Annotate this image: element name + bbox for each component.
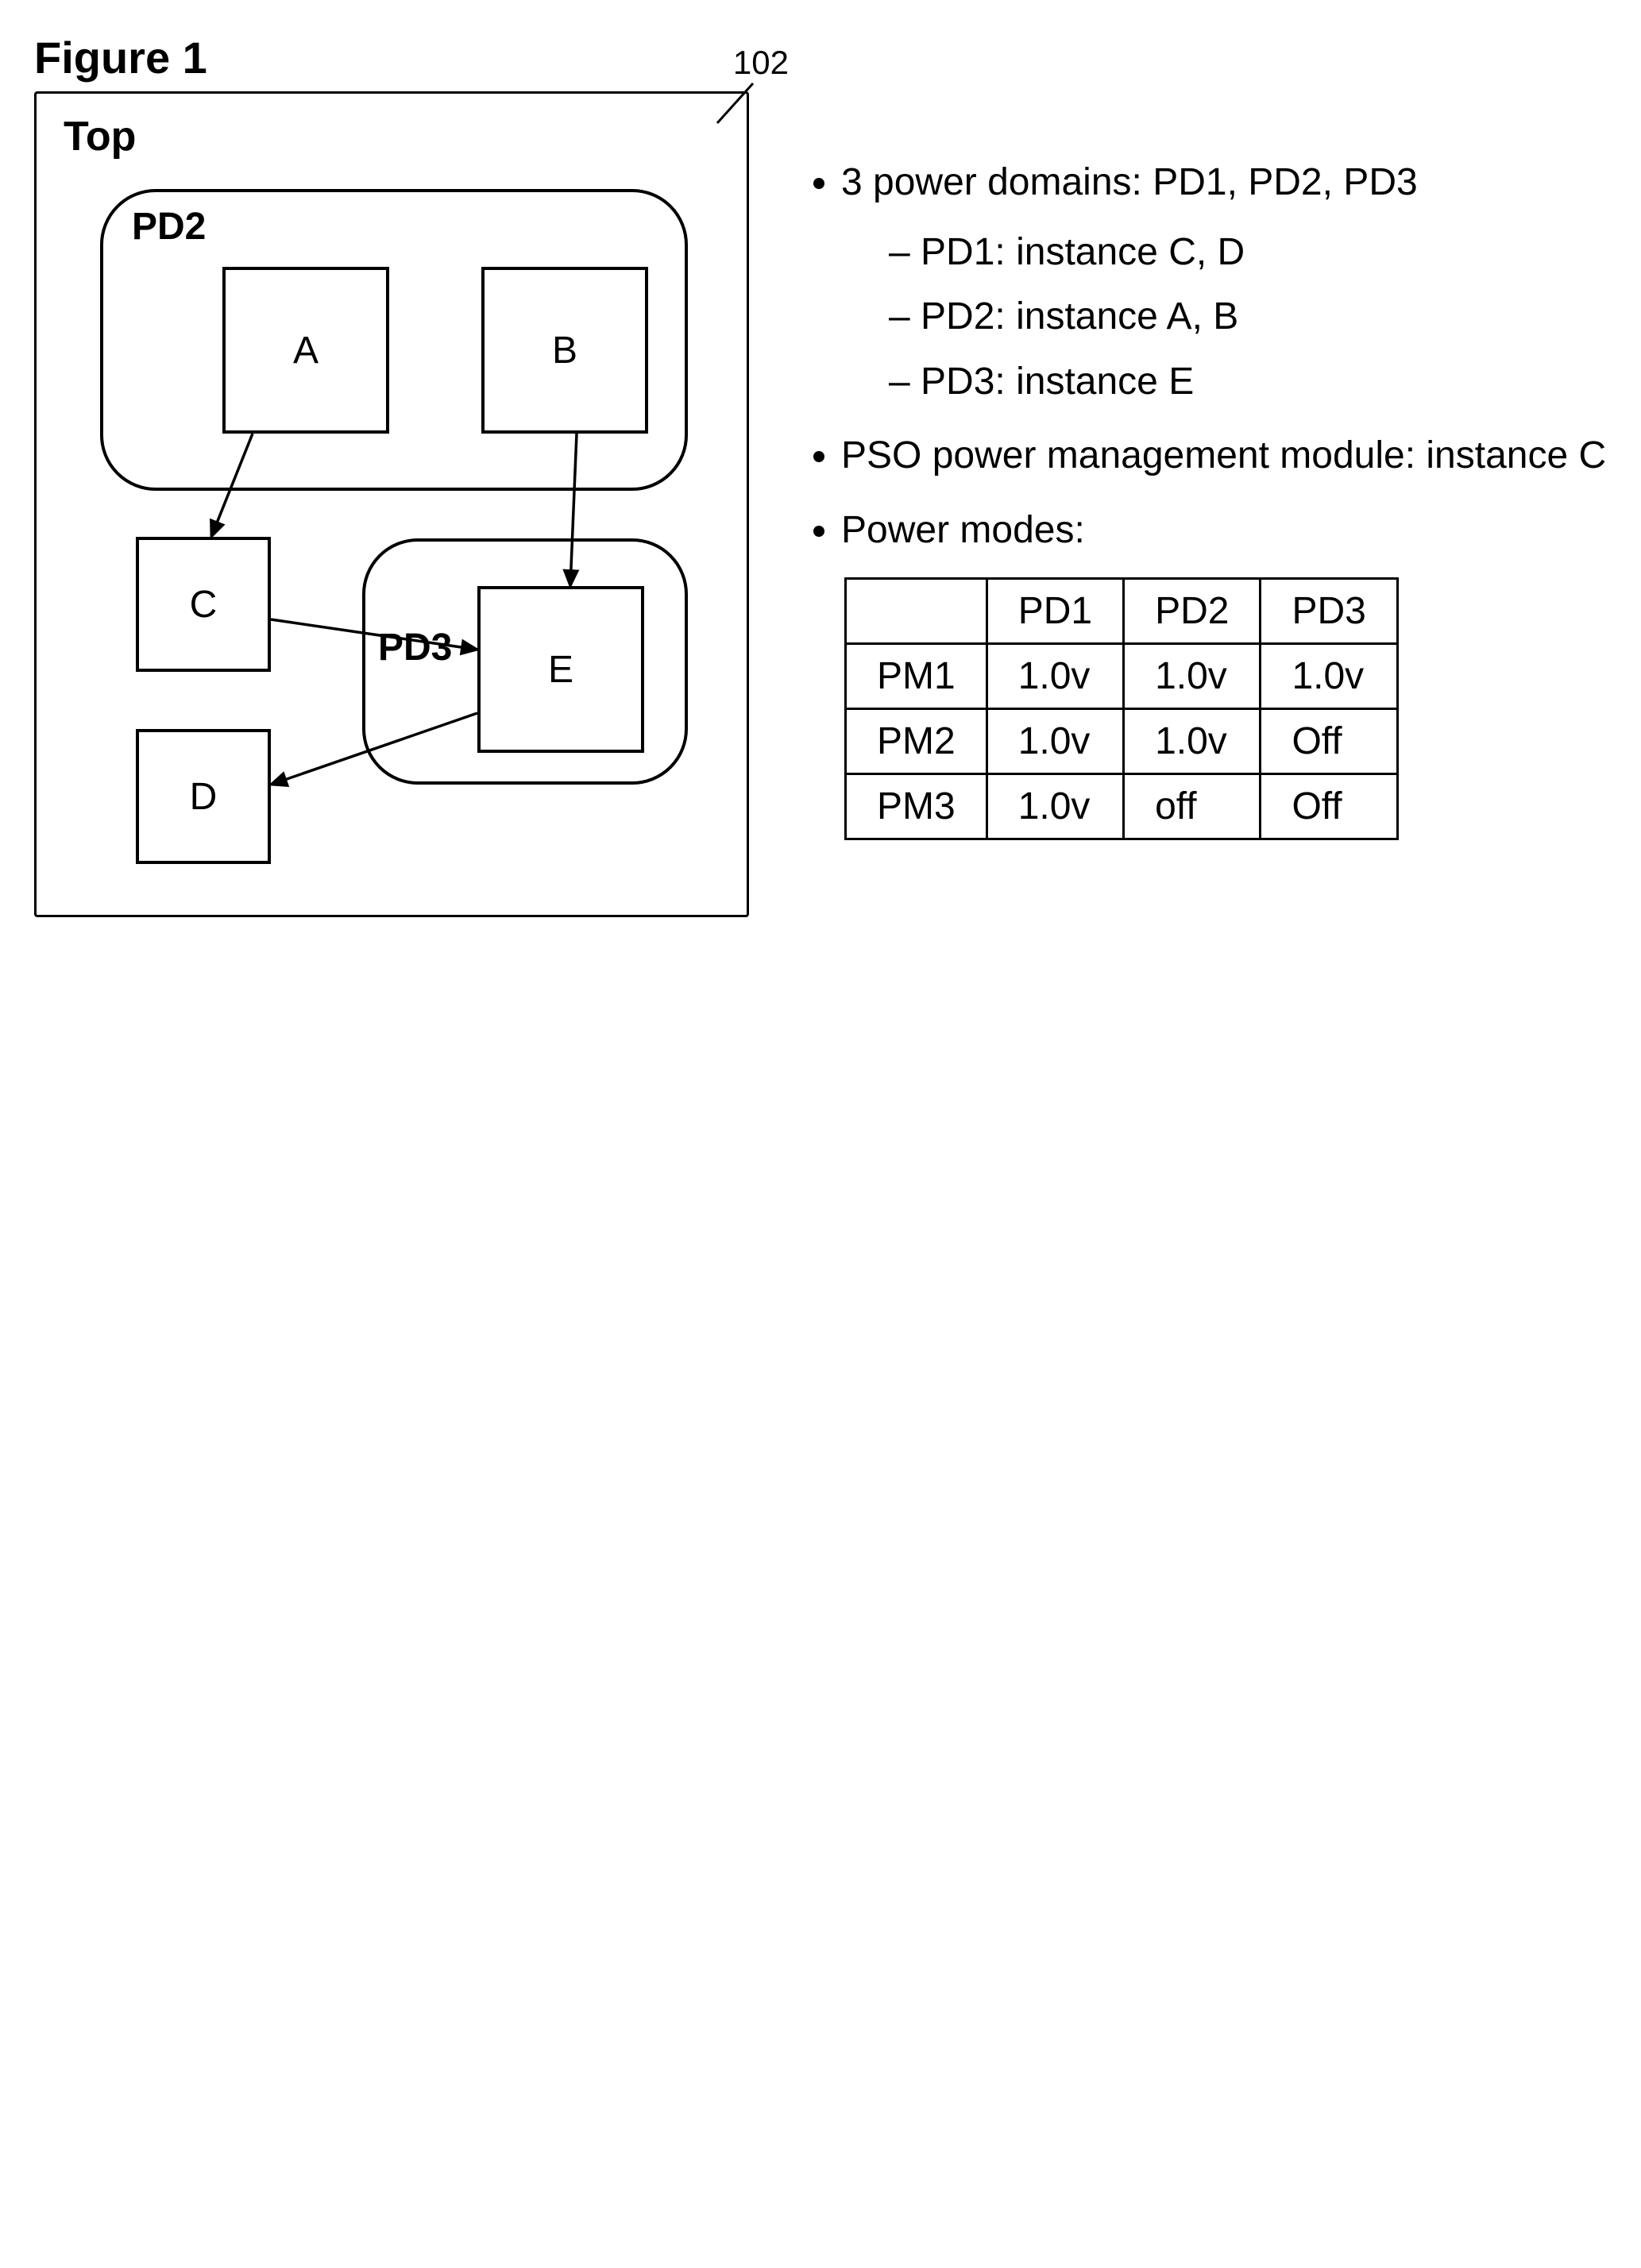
pd3-label: PD3 — [378, 626, 452, 669]
table-cell: Off — [1261, 773, 1397, 839]
bullet-pso: PSO power management module: instance C — [841, 428, 1607, 484]
sub-pd2: PD2: instance A, B — [889, 289, 1607, 345]
table-row: PM1 1.0v 1.0v 1.0v — [846, 643, 1398, 708]
table-cell: PM1 — [846, 643, 987, 708]
table-header: PD3 — [1261, 578, 1397, 643]
sub-pd1: PD1: instance C, D — [889, 225, 1607, 280]
block-d: D — [136, 729, 271, 864]
bullet3-text: Power modes: — [841, 509, 1085, 551]
table-cell: Off — [1261, 708, 1397, 773]
bullet-power-domains: 3 power domains: PD1, PD2, PD3 PD1: inst… — [841, 155, 1607, 409]
table-header: PD1 — [987, 578, 1123, 643]
block-b: B — [481, 267, 648, 434]
block-a: A — [222, 267, 389, 434]
bullet-power-modes: Power modes: — [841, 503, 1607, 558]
table-cell: off — [1124, 773, 1261, 839]
table-header — [846, 578, 987, 643]
table-cell: 1.0v — [1261, 643, 1397, 708]
power-modes-table: PD1 PD2 PD3 PM1 1.0v 1.0v 1.0v PM2 1.0v — [844, 577, 1399, 840]
table-header: PD2 — [1124, 578, 1261, 643]
description-panel: 3 power domains: PD1, PD2, PD3 PD1: inst… — [797, 91, 1607, 840]
block-c: C — [136, 537, 271, 672]
pd2-label: PD2 — [132, 205, 206, 249]
table-row: PM2 1.0v 1.0v Off — [846, 708, 1398, 773]
figure-title: Figure 1 — [34, 32, 1607, 83]
sub-pd3: PD3: instance E — [889, 354, 1607, 410]
table-cell: PM2 — [846, 708, 987, 773]
table-cell: 1.0v — [987, 708, 1123, 773]
table-header-row: PD1 PD2 PD3 — [846, 578, 1398, 643]
table-row: PM3 1.0v off Off — [846, 773, 1398, 839]
bullet1-text: 3 power domains: PD1, PD2, PD3 — [841, 161, 1418, 203]
table-cell: 1.0v — [987, 643, 1123, 708]
reference-number: 102 — [733, 44, 789, 82]
table-cell: PM3 — [846, 773, 987, 839]
top-label: Top — [64, 113, 136, 160]
block-e: E — [477, 586, 644, 753]
table-cell: 1.0v — [1124, 643, 1261, 708]
diagram-container: 102 Top PD2 PD3 A B C D E — [34, 91, 749, 917]
table-cell: 1.0v — [1124, 708, 1261, 773]
table-cell: 1.0v — [987, 773, 1123, 839]
top-module-box: Top PD2 PD3 A B C D E — [34, 91, 749, 917]
